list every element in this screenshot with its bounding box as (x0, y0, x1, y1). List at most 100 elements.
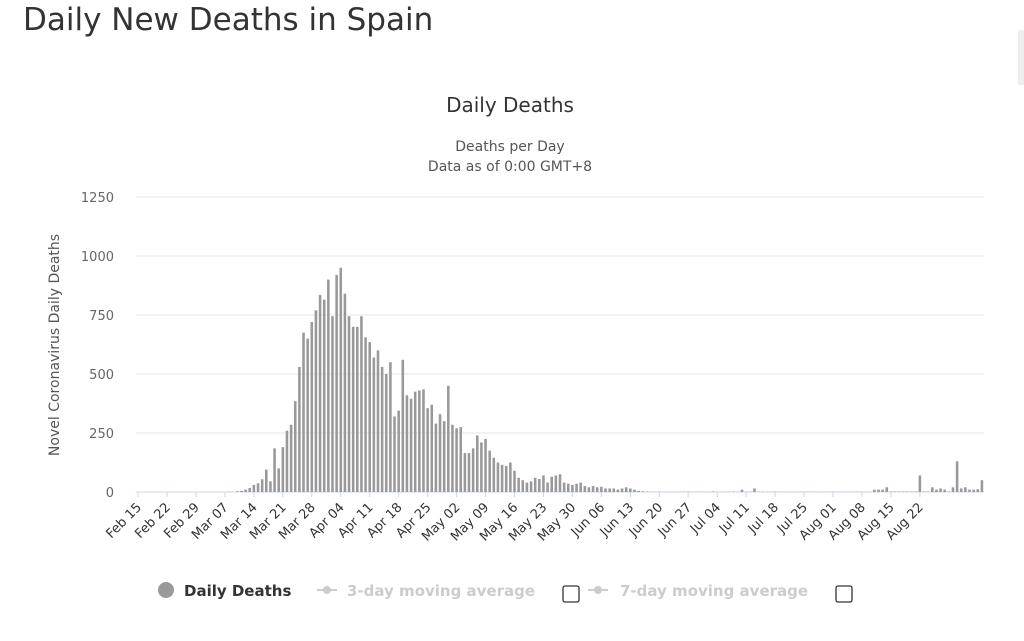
bar[interactable] (356, 326, 359, 492)
bar[interactable] (542, 475, 545, 492)
bar[interactable] (604, 488, 607, 492)
bar[interactable] (612, 488, 616, 492)
bar[interactable] (575, 483, 578, 492)
bar[interactable] (480, 442, 483, 492)
bar[interactable] (372, 357, 376, 492)
legend-checkbox[interactable] (835, 585, 853, 603)
bar[interactable] (488, 450, 491, 492)
bar[interactable] (637, 490, 640, 492)
bar[interactable] (554, 475, 558, 492)
bar[interactable] (463, 453, 467, 492)
bar[interactable] (422, 389, 425, 492)
bar[interactable] (252, 484, 256, 492)
bar[interactable] (335, 274, 338, 492)
bar[interactable] (273, 448, 276, 492)
bar[interactable] (629, 488, 632, 492)
bar[interactable] (434, 423, 438, 492)
bar[interactable] (418, 390, 421, 492)
bar[interactable] (236, 491, 239, 492)
scrollbar-edge[interactable] (1018, 30, 1024, 85)
legend-item-7-day-moving-average[interactable]: 7-day moving average (588, 582, 808, 600)
bar[interactable] (571, 484, 574, 492)
bar[interactable] (972, 489, 975, 492)
bar[interactable] (310, 322, 314, 492)
bar[interactable] (500, 464, 504, 492)
bar[interactable] (964, 487, 967, 492)
bar[interactable] (633, 489, 636, 492)
bar[interactable] (360, 316, 363, 492)
bar[interactable] (459, 427, 462, 492)
bar[interactable] (380, 366, 384, 492)
bar[interactable] (368, 342, 371, 492)
bar[interactable] (492, 457, 496, 492)
bar[interactable] (277, 468, 280, 492)
bar[interactable] (430, 404, 434, 492)
bar[interactable] (397, 410, 400, 492)
bar[interactable] (451, 424, 454, 492)
bar[interactable] (546, 482, 549, 492)
bar[interactable] (624, 487, 628, 492)
bar[interactable] (384, 374, 388, 492)
bar[interactable] (289, 424, 293, 492)
bar[interactable] (562, 482, 566, 492)
bar[interactable] (318, 294, 322, 492)
bar[interactable] (881, 489, 884, 492)
bar[interactable] (339, 267, 343, 492)
bar[interactable] (616, 489, 620, 492)
bar[interactable] (438, 414, 442, 492)
bar[interactable] (641, 491, 645, 492)
bar[interactable] (525, 482, 529, 492)
bar[interactable] (608, 488, 611, 492)
bar[interactable] (740, 489, 744, 492)
bar[interactable] (513, 470, 516, 492)
bar[interactable] (484, 438, 487, 492)
bar[interactable] (504, 466, 508, 492)
bar[interactable] (442, 421, 446, 492)
bar[interactable] (873, 489, 876, 492)
bar[interactable] (306, 338, 309, 492)
bar[interactable] (885, 487, 889, 492)
bar[interactable] (471, 448, 475, 492)
bar[interactable] (343, 293, 347, 492)
bar[interactable] (426, 408, 429, 492)
bar[interactable] (240, 490, 243, 492)
bar[interactable] (951, 487, 955, 492)
bar[interactable] (620, 488, 624, 492)
bar[interactable] (265, 469, 268, 492)
bar[interactable] (877, 489, 880, 492)
bar[interactable] (347, 316, 351, 492)
bar[interactable] (595, 487, 599, 492)
bar[interactable] (455, 428, 458, 492)
bar[interactable] (260, 479, 264, 492)
legend-checkbox[interactable] (562, 585, 580, 603)
bar[interactable] (579, 482, 582, 492)
bar[interactable] (583, 486, 587, 492)
bar[interactable] (753, 488, 756, 492)
bar[interactable] (281, 447, 285, 492)
bar[interactable] (322, 299, 326, 492)
bar[interactable] (521, 480, 525, 492)
bar[interactable] (302, 332, 305, 492)
bar[interactable] (409, 398, 413, 492)
bar[interactable] (980, 480, 984, 492)
bar[interactable] (558, 474, 562, 492)
legend-item-3-day-moving-average[interactable]: 3-day moving average (317, 582, 535, 600)
bar[interactable] (959, 488, 963, 492)
bar[interactable] (244, 489, 247, 492)
bar[interactable] (364, 337, 367, 492)
bar[interactable] (248, 487, 252, 492)
bar[interactable] (351, 326, 355, 492)
bar[interactable] (517, 477, 520, 492)
bar[interactable] (331, 316, 334, 492)
bar[interactable] (376, 350, 380, 492)
bar[interactable] (285, 430, 289, 492)
bar[interactable] (533, 477, 537, 492)
bar[interactable] (256, 483, 260, 492)
bar[interactable] (298, 366, 301, 492)
bar[interactable] (538, 479, 541, 492)
bar[interactable] (447, 385, 450, 492)
bar[interactable] (529, 481, 533, 492)
bar[interactable] (475, 435, 479, 492)
bar[interactable] (931, 487, 934, 492)
bar[interactable] (939, 488, 942, 492)
